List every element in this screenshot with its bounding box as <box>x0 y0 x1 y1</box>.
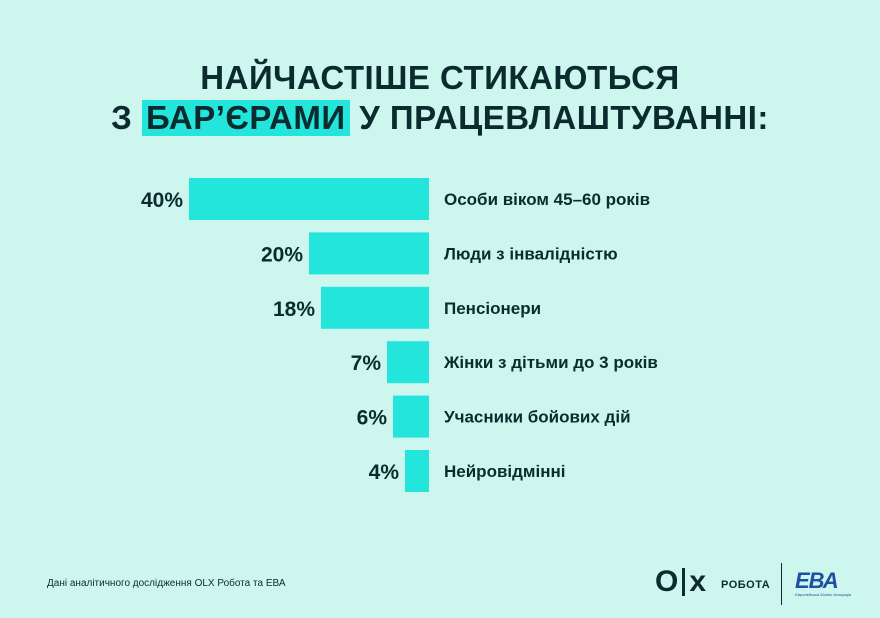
bar-3 <box>321 286 429 329</box>
source-note: Дані аналітичного дослідження OLX Робота… <box>47 578 286 589</box>
title-line-1: НАЙЧАСТІШЕ СТИКАЮТЬСЯ <box>200 59 680 96</box>
olx-logo-o: O <box>655 565 679 598</box>
value-label-5: 6% <box>357 407 388 430</box>
robota-label: РОБОТА <box>721 579 771 591</box>
logo-divider <box>781 563 782 605</box>
chart-title: НАЙЧАСТІШЕ СТИКАЮТЬСЯ З БАР’ЄРАМИ У ПРАЦ… <box>0 58 880 138</box>
title-line-2: З БАР’ЄРАМИ У ПРАЦЕВЛАШТУВАННІ: <box>0 98 880 138</box>
value-label-1: 40% <box>141 189 183 212</box>
category-label-5: Учасники бойових дій <box>444 408 631 427</box>
eva-logo: ЕВА Європейська Бізнес Асоціація <box>795 568 851 600</box>
bar-1 <box>189 178 429 220</box>
bar-2 <box>309 232 429 275</box>
olx-logo-bar <box>682 568 686 596</box>
bar-5 <box>393 395 429 438</box>
olx-logo: O x <box>655 566 706 598</box>
title-line-2-post: У ПРАЦЕВЛАШТУВАННІ: <box>359 99 769 136</box>
bar-4 <box>387 341 429 384</box>
olx-logo-x: x <box>689 565 707 598</box>
value-label-6: 4% <box>369 461 400 484</box>
eva-logo-subtitle: Європейська Бізнес Асоціація <box>795 592 851 597</box>
bar-6 <box>405 450 429 492</box>
category-label-4: Жінки з дітьми до 3 років <box>443 353 658 372</box>
eva-logo-text: ЕВА <box>795 568 839 593</box>
value-label-3: 18% <box>273 298 315 321</box>
title-line-2-pre: З <box>111 99 133 136</box>
category-label-6: Нейровідмінні <box>444 462 565 481</box>
category-label-3: Пенсіонери <box>444 299 541 318</box>
value-label-2: 20% <box>261 243 303 266</box>
title-highlight: БАР’ЄРАМИ <box>141 100 350 136</box>
category-label-2: Люди з інвалідністю <box>444 244 618 263</box>
value-label-4: 7% <box>351 352 382 375</box>
category-label-1: Особи віком 45–60 років <box>444 190 650 209</box>
